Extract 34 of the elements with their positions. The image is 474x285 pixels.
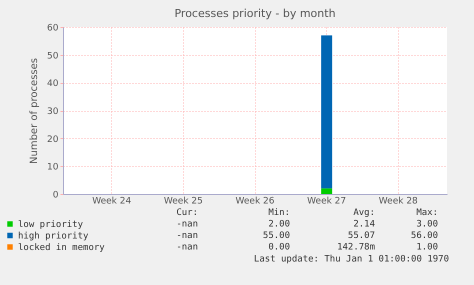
x-tick-label: Week 25: [164, 196, 203, 206]
chart-title: Processes priority - by month: [174, 7, 336, 20]
y-tick-label: 50: [47, 51, 59, 62]
x-tick-label: Week 28: [378, 196, 418, 206]
text: 1.00: [416, 242, 438, 252]
text: 0.00: [268, 242, 290, 252]
text: Cur:: [176, 208, 198, 218]
y-tick-label: 30: [47, 107, 59, 117]
text: 55.00: [262, 231, 290, 241]
x-tick-label: Week 24: [92, 196, 132, 206]
text: -nan: [176, 242, 198, 252]
text: 2.00: [268, 220, 290, 230]
text: 2.14: [353, 220, 375, 230]
text: 56.00: [410, 231, 438, 241]
text: Avg:: [353, 208, 375, 218]
text: 142.78m: [337, 242, 375, 252]
y-tick-label: 20: [47, 134, 59, 145]
legend-label: locked in memory: [18, 243, 106, 253]
y-tick-label: 10: [47, 162, 59, 173]
y-axis-title: Number of processes: [29, 58, 40, 164]
y-tick-label: 60: [47, 24, 59, 34]
text: 3.00: [416, 220, 438, 230]
text: Min:: [268, 208, 290, 218]
x-tick-label: Week 26: [236, 196, 275, 206]
text: -nan: [176, 220, 198, 230]
legend-label: high priority: [18, 232, 90, 242]
text: Max:: [416, 208, 438, 218]
text: -nan: [176, 231, 198, 241]
x-tick-label: Week 27: [307, 196, 346, 206]
y-tick-label: 0: [52, 190, 59, 200]
y-tick-label: 40: [47, 79, 59, 90]
text: 55.07: [348, 231, 375, 241]
text: Last update: Thu Jan 1 01:00:00 1970: [254, 254, 449, 264]
legend-label: low priority: [18, 220, 84, 230]
